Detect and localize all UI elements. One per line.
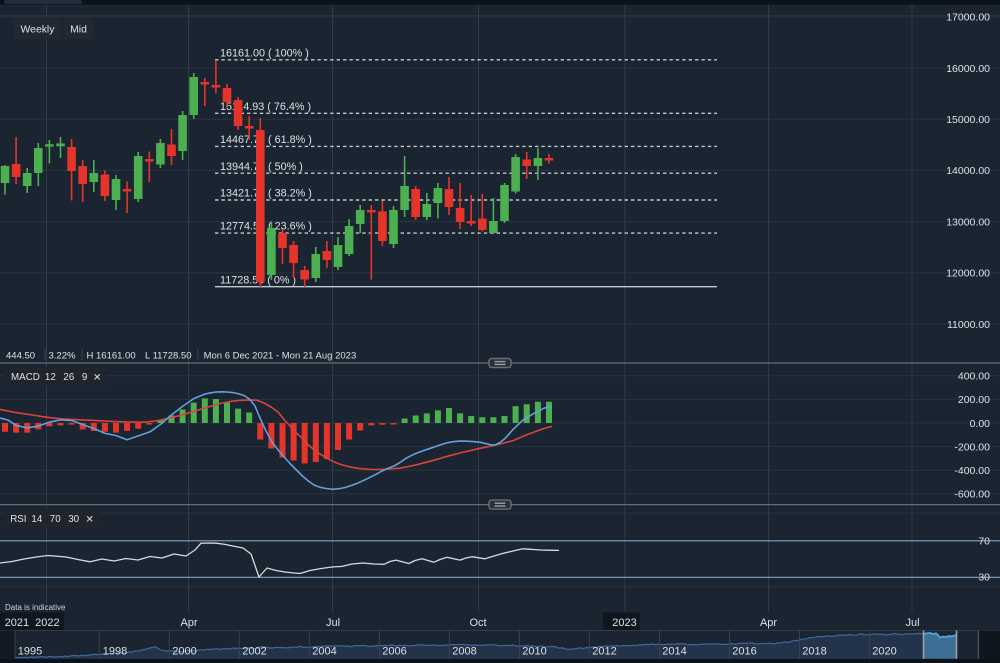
svg-text:12774.57 ( 23.6% ): 12774.57 ( 23.6% ) (220, 221, 312, 233)
svg-text:14: 14 (31, 514, 42, 525)
svg-text:Jul: Jul (326, 617, 340, 629)
svg-text:17000.00: 17000.00 (946, 12, 990, 24)
svg-text:✕: ✕ (86, 514, 94, 525)
svg-text:13421.72 ( 38.2% ): 13421.72 ( 38.2% ) (220, 188, 312, 200)
svg-text:0.00: 0.00 (970, 418, 991, 430)
svg-text:15000.00: 15000.00 (946, 114, 990, 126)
svg-text:-600.00: -600.00 (954, 489, 990, 501)
svg-text:2014: 2014 (662, 646, 686, 658)
svg-text:200.00: 200.00 (958, 394, 990, 406)
svg-text:2006: 2006 (382, 646, 406, 658)
svg-text:MACD: MACD (11, 372, 40, 383)
svg-text:16000.00: 16000.00 (946, 63, 990, 75)
svg-text:Mon 6 Dec 2021 - Mon 21 Aug 20: Mon 6 Dec 2021 - Mon 21 Aug 2023 (204, 350, 357, 361)
svg-text:RSI: RSI (10, 514, 26, 525)
svg-text:12: 12 (45, 372, 56, 383)
svg-text:2020: 2020 (872, 646, 896, 658)
svg-text:400.00: 400.00 (958, 371, 990, 383)
svg-text:14000.00: 14000.00 (946, 165, 990, 177)
svg-text:-200.00: -200.00 (954, 441, 990, 453)
svg-text:15114.93 ( 76.4% ): 15114.93 ( 76.4% ) (220, 101, 311, 113)
svg-text:2008: 2008 (452, 646, 476, 658)
svg-text:1998: 1998 (103, 646, 127, 658)
svg-text:444.50: 444.50 (6, 350, 35, 361)
svg-text:Apr: Apr (760, 617, 777, 629)
svg-text:3.22%: 3.22% (49, 350, 76, 361)
svg-text:30: 30 (978, 572, 990, 584)
svg-text:70: 70 (50, 514, 61, 525)
svg-text:16161.00 ( 100% ): 16161.00 ( 100% ) (220, 47, 309, 59)
svg-text:✕: ✕ (93, 372, 101, 383)
svg-text:Weekly: Weekly (21, 24, 56, 35)
svg-text:70: 70 (978, 536, 990, 548)
svg-text:2018: 2018 (802, 646, 826, 658)
svg-text:2000: 2000 (172, 646, 196, 658)
svg-text:-400.00: -400.00 (954, 465, 990, 477)
svg-text:H 16161.00: H 16161.00 (87, 350, 136, 361)
svg-text:9: 9 (82, 372, 87, 383)
svg-text:Mid: Mid (70, 24, 87, 35)
svg-text:12000.00: 12000.00 (946, 268, 990, 280)
svg-text:Oct: Oct (469, 617, 486, 629)
svg-text:2010: 2010 (522, 646, 546, 658)
svg-text:2023: 2023 (612, 617, 636, 629)
svg-text:2002: 2002 (242, 646, 266, 658)
svg-text:1995: 1995 (18, 646, 42, 658)
svg-text:14467.78 ( 61.8% ): 14467.78 ( 61.8% ) (220, 134, 312, 146)
svg-text:2016: 2016 (732, 646, 756, 658)
svg-text:30: 30 (68, 514, 79, 525)
svg-text:Jul: Jul (905, 617, 919, 629)
svg-text:26: 26 (63, 372, 74, 383)
svg-text:Apr: Apr (180, 617, 197, 629)
svg-text:Data is indicative: Data is indicative (5, 603, 66, 612)
svg-text:11000.00: 11000.00 (947, 319, 990, 331)
svg-text:2012: 2012 (592, 646, 616, 658)
svg-text:2022: 2022 (35, 617, 59, 629)
svg-text:L 11728.50: L 11728.50 (145, 350, 192, 361)
svg-text:2004: 2004 (312, 646, 336, 658)
svg-text:13000.00: 13000.00 (946, 216, 990, 228)
svg-text:2021: 2021 (5, 617, 29, 629)
